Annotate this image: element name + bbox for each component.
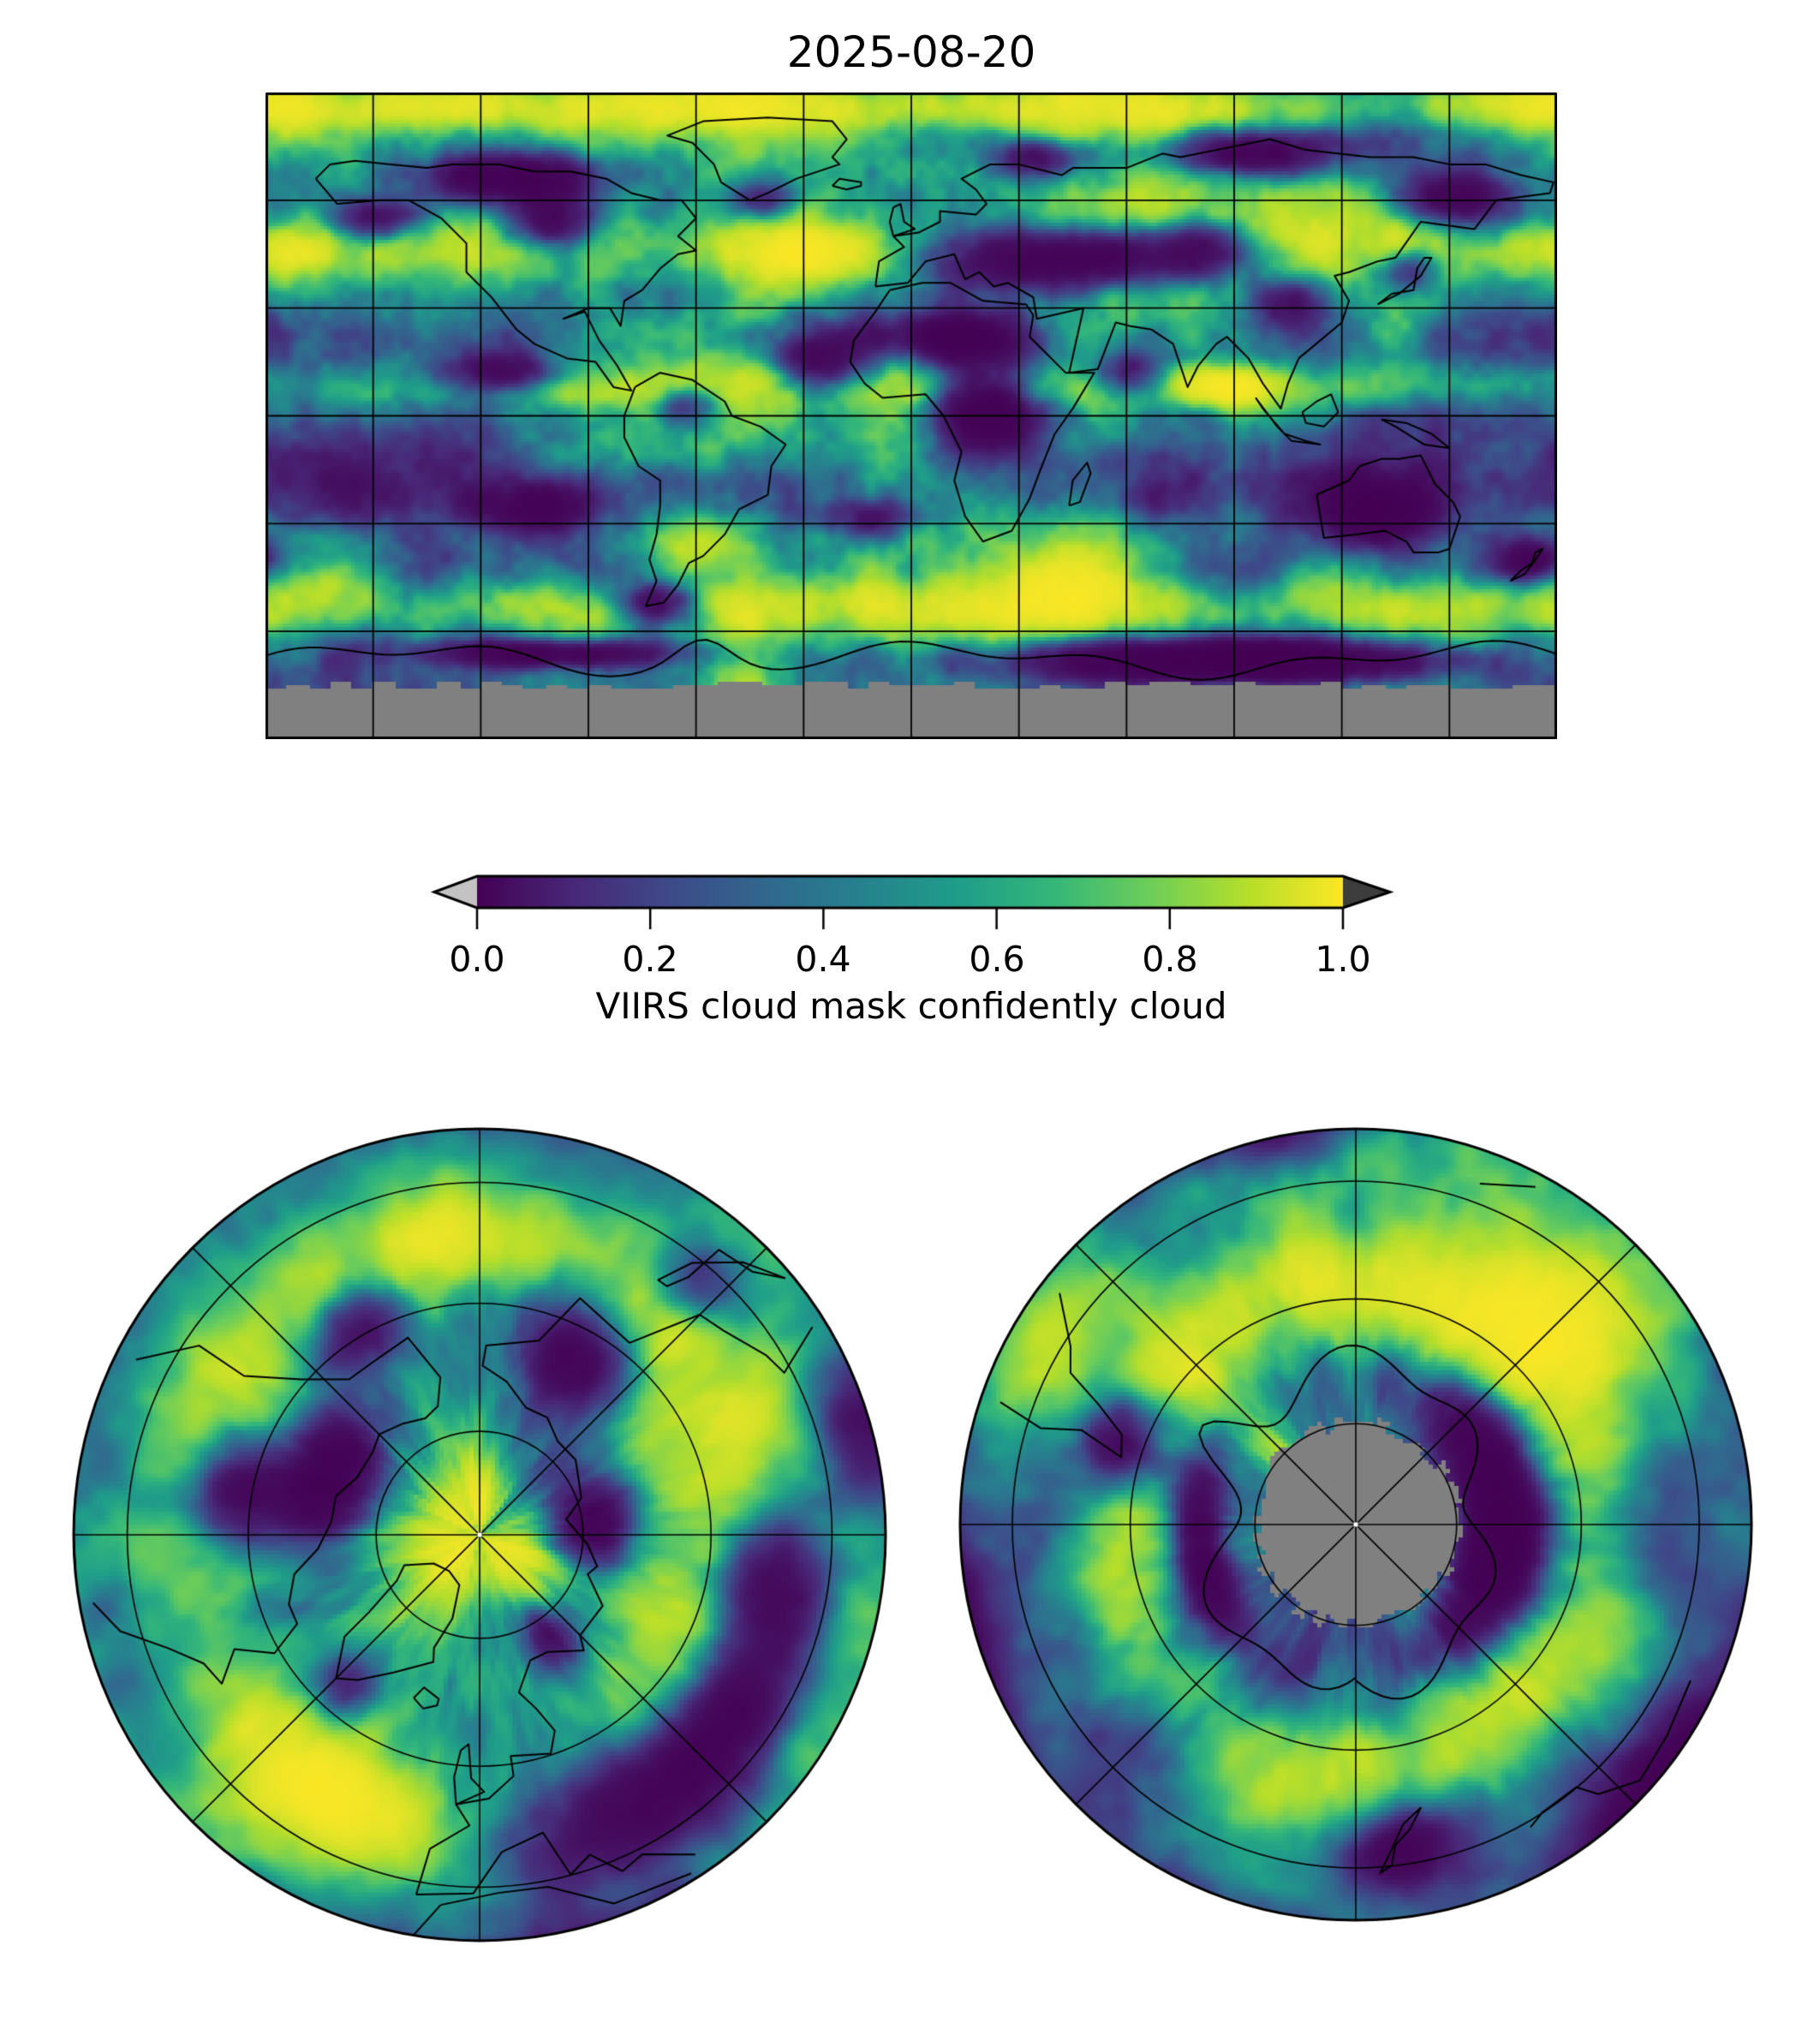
global-cloud-map-panel — [266, 92, 1557, 739]
colorbar-tick-labels: 0.0 0.2 0.4 0.6 0.8 1.0 — [0, 937, 1820, 982]
colorbar-tick-10: 1.0 — [1315, 939, 1371, 980]
colorbar-tick-02: 0.2 — [622, 939, 678, 980]
colorbar-tick-0: 0.0 — [449, 939, 505, 980]
south-polar-map-panel — [958, 1126, 1754, 1923]
colorbar-tick-08: 0.8 — [1142, 939, 1198, 980]
colorbar-label: VIIRS cloud mask confidently cloud — [595, 985, 1227, 1027]
colorbar-tick-06: 0.6 — [969, 939, 1025, 980]
figure-title: 2025-08-20 — [786, 27, 1036, 77]
colorbar — [424, 869, 1400, 938]
north-polar-map-panel — [71, 1126, 888, 1943]
colorbar-tick-04: 0.4 — [795, 939, 851, 980]
